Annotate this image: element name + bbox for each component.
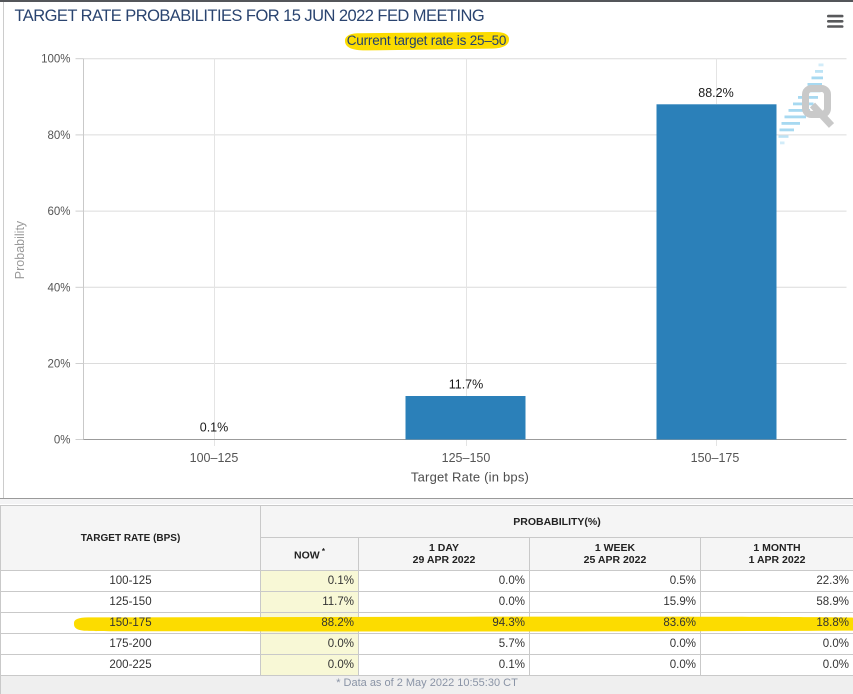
svg-text:150–175: 150–175 — [691, 451, 740, 465]
svg-text:40%: 40% — [47, 282, 70, 294]
svg-text:60%: 60% — [47, 206, 70, 218]
svg-text:Target Rate (in bps): Target Rate (in bps) — [411, 470, 529, 485]
svg-text:Probability: Probability — [13, 220, 27, 279]
svg-text:0%: 0% — [54, 435, 71, 447]
svg-text:88.2%: 88.2% — [698, 86, 733, 100]
svg-text:20%: 20% — [47, 359, 70, 371]
svg-text:100%: 100% — [41, 54, 70, 66]
svg-text:0.1%: 0.1% — [200, 421, 229, 435]
svg-text:80%: 80% — [47, 130, 70, 142]
svg-text:100–125: 100–125 — [190, 451, 239, 465]
svg-text:11.7%: 11.7% — [449, 378, 484, 392]
svg-text:125–150: 125–150 — [442, 451, 491, 465]
